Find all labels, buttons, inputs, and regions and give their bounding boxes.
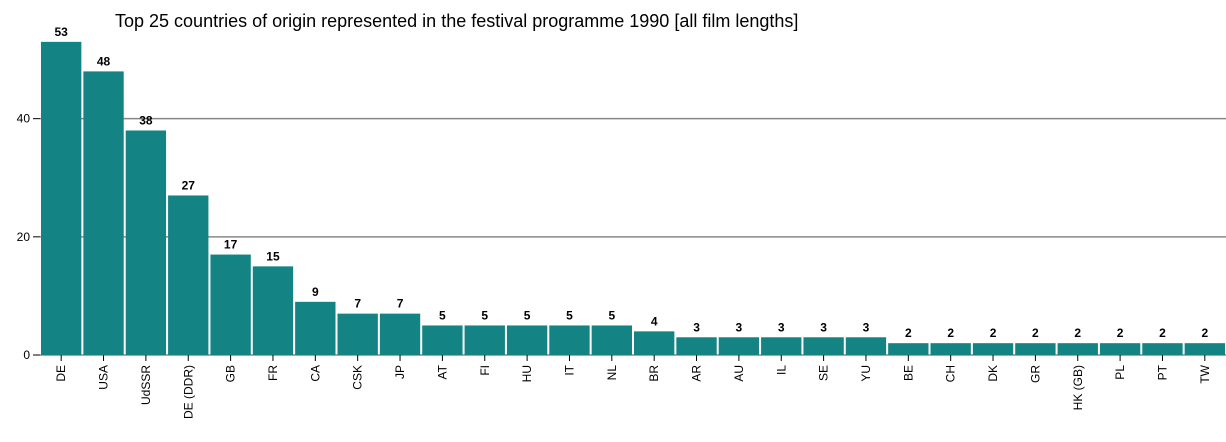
value-label: 15 xyxy=(266,249,280,263)
value-label: 2 xyxy=(947,326,954,340)
x-tick-label: CSK xyxy=(351,365,365,390)
bar xyxy=(591,325,632,355)
bar xyxy=(210,254,251,355)
bar xyxy=(1015,343,1056,355)
x-tick-label: USA xyxy=(97,365,111,390)
value-label: 5 xyxy=(439,308,446,322)
x-tick-label: HK (GB) xyxy=(1071,365,1085,410)
x-tick-label: JP xyxy=(393,365,407,379)
value-label: 2 xyxy=(990,326,997,340)
y-tick-label: 40 xyxy=(17,112,31,126)
x-tick-label: YU xyxy=(859,365,873,382)
x-tick-label: AR xyxy=(690,365,704,382)
value-label: 2 xyxy=(1117,326,1124,340)
bar xyxy=(634,331,675,355)
x-tick-label: TW xyxy=(1198,364,1212,383)
value-label: 3 xyxy=(693,320,700,334)
x-tick-label: FR xyxy=(266,365,280,381)
bar xyxy=(930,343,971,355)
chart-title: Top 25 countries of origin represented i… xyxy=(115,11,798,31)
value-label: 3 xyxy=(778,320,785,334)
value-label: 5 xyxy=(481,308,488,322)
value-label: 2 xyxy=(905,326,912,340)
value-label: 5 xyxy=(608,308,615,322)
bar xyxy=(252,266,294,355)
bar xyxy=(168,195,209,355)
x-tick-label: NL xyxy=(605,365,619,381)
bar xyxy=(422,325,463,355)
value-label: 5 xyxy=(524,308,531,322)
bar xyxy=(803,337,844,355)
bar xyxy=(1142,343,1183,355)
value-label: 38 xyxy=(139,113,153,127)
bar xyxy=(295,301,336,355)
bar xyxy=(125,130,167,355)
x-tick-label: DE (DDR) xyxy=(181,365,195,419)
bar xyxy=(1057,343,1098,355)
x-tick-label: DE xyxy=(54,365,68,382)
x-tick-label: AU xyxy=(732,365,746,382)
bar xyxy=(549,325,590,355)
x-tick-label: CA xyxy=(308,365,322,382)
x-tick-label: AT xyxy=(435,364,449,379)
bar xyxy=(718,337,760,355)
bar xyxy=(1184,343,1225,355)
value-label: 2 xyxy=(1074,326,1081,340)
bar xyxy=(337,313,378,355)
value-label: 4 xyxy=(651,314,658,328)
x-tick-label: IT xyxy=(562,364,576,375)
x-tick-label: BE xyxy=(901,365,915,381)
bar xyxy=(506,325,548,355)
value-label: 3 xyxy=(863,320,870,334)
value-label: 3 xyxy=(820,320,827,334)
value-label: 7 xyxy=(354,297,361,311)
value-label: 5 xyxy=(566,308,573,322)
x-tick-label: CH xyxy=(944,365,958,382)
x-tick-label: PT xyxy=(1155,364,1169,380)
x-tick-label: GB xyxy=(224,365,238,382)
bar xyxy=(972,343,1014,355)
bar xyxy=(676,337,717,355)
value-label: 2 xyxy=(1201,326,1208,340)
x-tick-label: UdSSR xyxy=(139,365,153,405)
bar xyxy=(888,343,929,355)
value-label: 27 xyxy=(182,178,196,192)
y-tick-label: 20 xyxy=(17,230,31,244)
bar xyxy=(845,337,887,355)
x-tick-label: SE xyxy=(817,365,831,381)
value-label: 9 xyxy=(312,285,319,299)
bar xyxy=(761,337,802,355)
bar xyxy=(83,71,124,356)
x-tick-label: BR xyxy=(647,365,661,382)
x-tick-label: IL xyxy=(774,365,788,375)
x-tick-label: PL xyxy=(1113,365,1127,380)
y-tick-label: 0 xyxy=(23,348,30,362)
value-label: 17 xyxy=(224,238,238,252)
value-label: 7 xyxy=(397,297,404,311)
value-label: 48 xyxy=(97,54,111,68)
x-tick-label: HU xyxy=(520,365,534,382)
value-label: 53 xyxy=(54,25,68,39)
value-label: 2 xyxy=(1159,326,1166,340)
bar xyxy=(41,41,82,355)
value-label: 2 xyxy=(1032,326,1039,340)
bar xyxy=(464,325,505,355)
value-label: 3 xyxy=(736,320,743,334)
x-tick-label: DK xyxy=(986,365,1000,382)
x-tick-label: GR xyxy=(1028,365,1042,383)
bar xyxy=(379,313,421,355)
bar xyxy=(1099,343,1141,355)
x-tick-label: FI xyxy=(478,365,492,376)
